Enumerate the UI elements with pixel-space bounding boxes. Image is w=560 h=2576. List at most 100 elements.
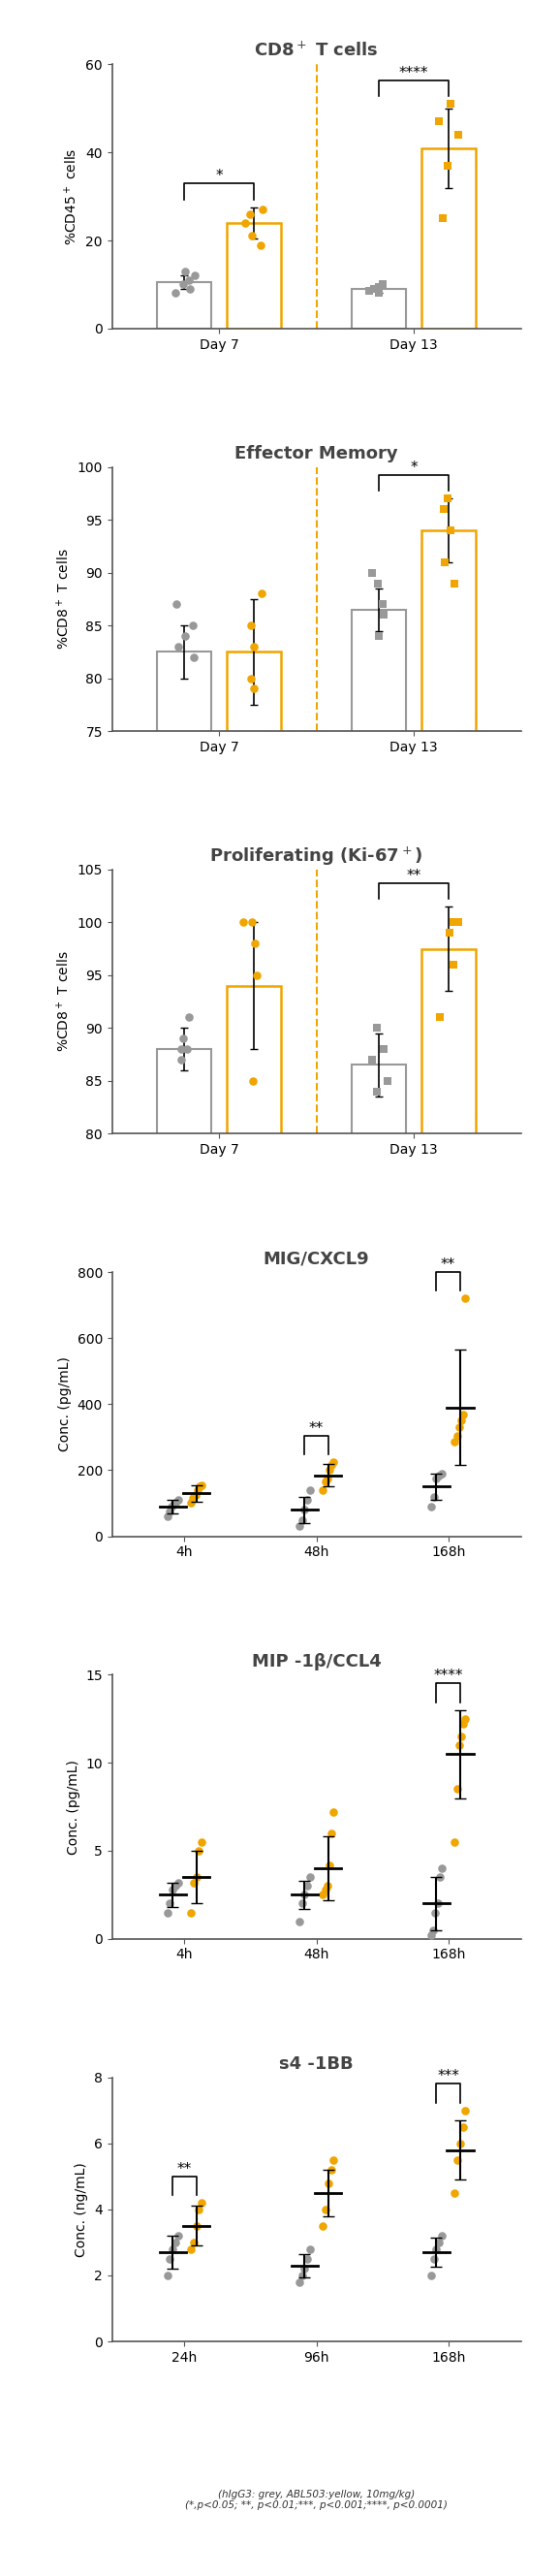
Point [435, 1857, 444, 1899]
Point [305, 1857, 314, 1899]
Bar [352, 611, 406, 1522]
Point [247, 216, 256, 258]
Point [329, 1443, 338, 1484]
Point [369, 268, 378, 309]
Point [163, 1891, 172, 1932]
Point [163, 1497, 172, 1538]
Point [449, 943, 458, 984]
Point [445, 912, 454, 953]
Point [380, 595, 389, 636]
Point [247, 657, 256, 698]
Point [368, 551, 377, 592]
Y-axis label: %CD45$^+$ cells: %CD45$^+$ cells [63, 147, 80, 245]
Point [323, 1865, 332, 1906]
Y-axis label: Conc. (pg/mL): Conc. (pg/mL) [67, 1759, 80, 1855]
Point [249, 626, 258, 667]
Text: **: ** [309, 1422, 324, 1435]
Point [191, 1473, 200, 1515]
Point [319, 1875, 328, 1917]
Point [449, 902, 458, 943]
Point [430, 2239, 438, 2280]
Y-axis label: %CD8$^+$ T cells: %CD8$^+$ T cells [55, 549, 72, 649]
Point [183, 1028, 192, 1069]
Point [374, 265, 383, 307]
Point [297, 2254, 306, 2295]
Text: **: ** [177, 2161, 192, 2177]
Point [450, 562, 459, 603]
Point [295, 1901, 304, 1942]
Point [169, 1484, 178, 1525]
Bar [157, 652, 211, 1522]
Text: ****: **** [433, 1669, 463, 1685]
Point [303, 2239, 312, 2280]
Point [248, 1061, 257, 1103]
Point [180, 250, 189, 291]
Bar [352, 1064, 406, 1978]
Point [326, 2148, 335, 2190]
Point [378, 263, 387, 304]
Point [461, 1278, 470, 1319]
Point [300, 1489, 309, 1530]
Point [190, 255, 199, 296]
Title: MIP -1β/CCL4: MIP -1β/CCL4 [251, 1654, 381, 1672]
Point [295, 2262, 304, 2303]
Point [375, 616, 384, 657]
Point [248, 902, 257, 943]
Point [297, 1499, 306, 1540]
Point [250, 922, 259, 963]
Point [174, 1862, 183, 1904]
Point [446, 82, 455, 124]
Point [197, 1463, 206, 1504]
Point [327, 1445, 336, 1486]
Point [454, 113, 463, 155]
Point [329, 1790, 338, 1832]
Point [167, 1486, 176, 1528]
Point [177, 1028, 186, 1069]
Point [197, 1821, 206, 1862]
Point [433, 1883, 442, 1924]
Point [171, 2221, 180, 2262]
Point [440, 541, 449, 582]
Text: **: ** [441, 1257, 456, 1273]
Point [189, 636, 198, 677]
Point [180, 616, 189, 657]
Point [240, 204, 249, 245]
Point [189, 2221, 198, 2262]
Point [247, 605, 256, 647]
Point [168, 2228, 177, 2269]
Point [165, 1492, 174, 1533]
Point [450, 1821, 459, 1862]
Point [427, 1914, 436, 1955]
Point [432, 1458, 441, 1499]
Point [168, 1870, 177, 1911]
Point [365, 270, 374, 312]
Point [444, 479, 452, 520]
Point [174, 2215, 183, 2257]
Point [440, 489, 449, 531]
Bar [157, 1048, 211, 1978]
Point [197, 2182, 206, 2223]
Point [379, 1028, 388, 1069]
Title: Effector Memory: Effector Memory [235, 446, 398, 464]
Point [444, 144, 452, 185]
Point [455, 1723, 464, 1765]
Point [325, 1450, 334, 1492]
Point [452, 1770, 461, 1811]
Point [457, 1401, 466, 1443]
Point [194, 2190, 203, 2231]
Point [437, 2215, 446, 2257]
Point [321, 1870, 330, 1911]
Point [171, 1865, 180, 1906]
Point [372, 1072, 381, 1113]
Point [323, 1458, 332, 1499]
Point [166, 2239, 175, 2280]
Point [378, 585, 387, 626]
Point [329, 2138, 338, 2179]
Point [454, 902, 463, 943]
Point [429, 1909, 438, 1950]
Point [372, 1007, 381, 1048]
Point [319, 1468, 328, 1510]
Text: *: * [410, 461, 417, 474]
Point [189, 1862, 198, 1904]
Bar [227, 987, 281, 1978]
